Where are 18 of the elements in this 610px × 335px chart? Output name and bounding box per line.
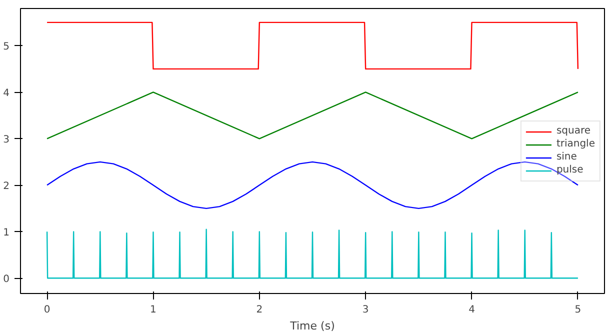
legend-label: square xyxy=(556,125,591,137)
y-tick-label: 5 xyxy=(3,42,10,53)
x-tick-label: 0 xyxy=(44,304,50,316)
x-axis-title: Time (s) xyxy=(289,320,335,332)
y-tick-label: 1 xyxy=(3,228,10,239)
x-tick-label: 1 xyxy=(150,304,156,316)
x-tick-label: 2 xyxy=(256,304,263,316)
y-tick-label: 4 xyxy=(3,88,10,100)
y-tick-label: 2 xyxy=(3,181,10,192)
legend-label: sine xyxy=(556,151,577,163)
x-tick-label: 3 xyxy=(362,304,369,316)
x-tick-label: 4 xyxy=(468,304,475,316)
legend-label: triangle xyxy=(556,138,595,150)
line-series xyxy=(46,228,579,279)
x-tick-label: 5 xyxy=(574,304,582,316)
legend-label: pulse xyxy=(556,164,584,176)
y-tick-label: 0 xyxy=(3,274,10,286)
y-tick-label: 3 xyxy=(3,134,10,146)
